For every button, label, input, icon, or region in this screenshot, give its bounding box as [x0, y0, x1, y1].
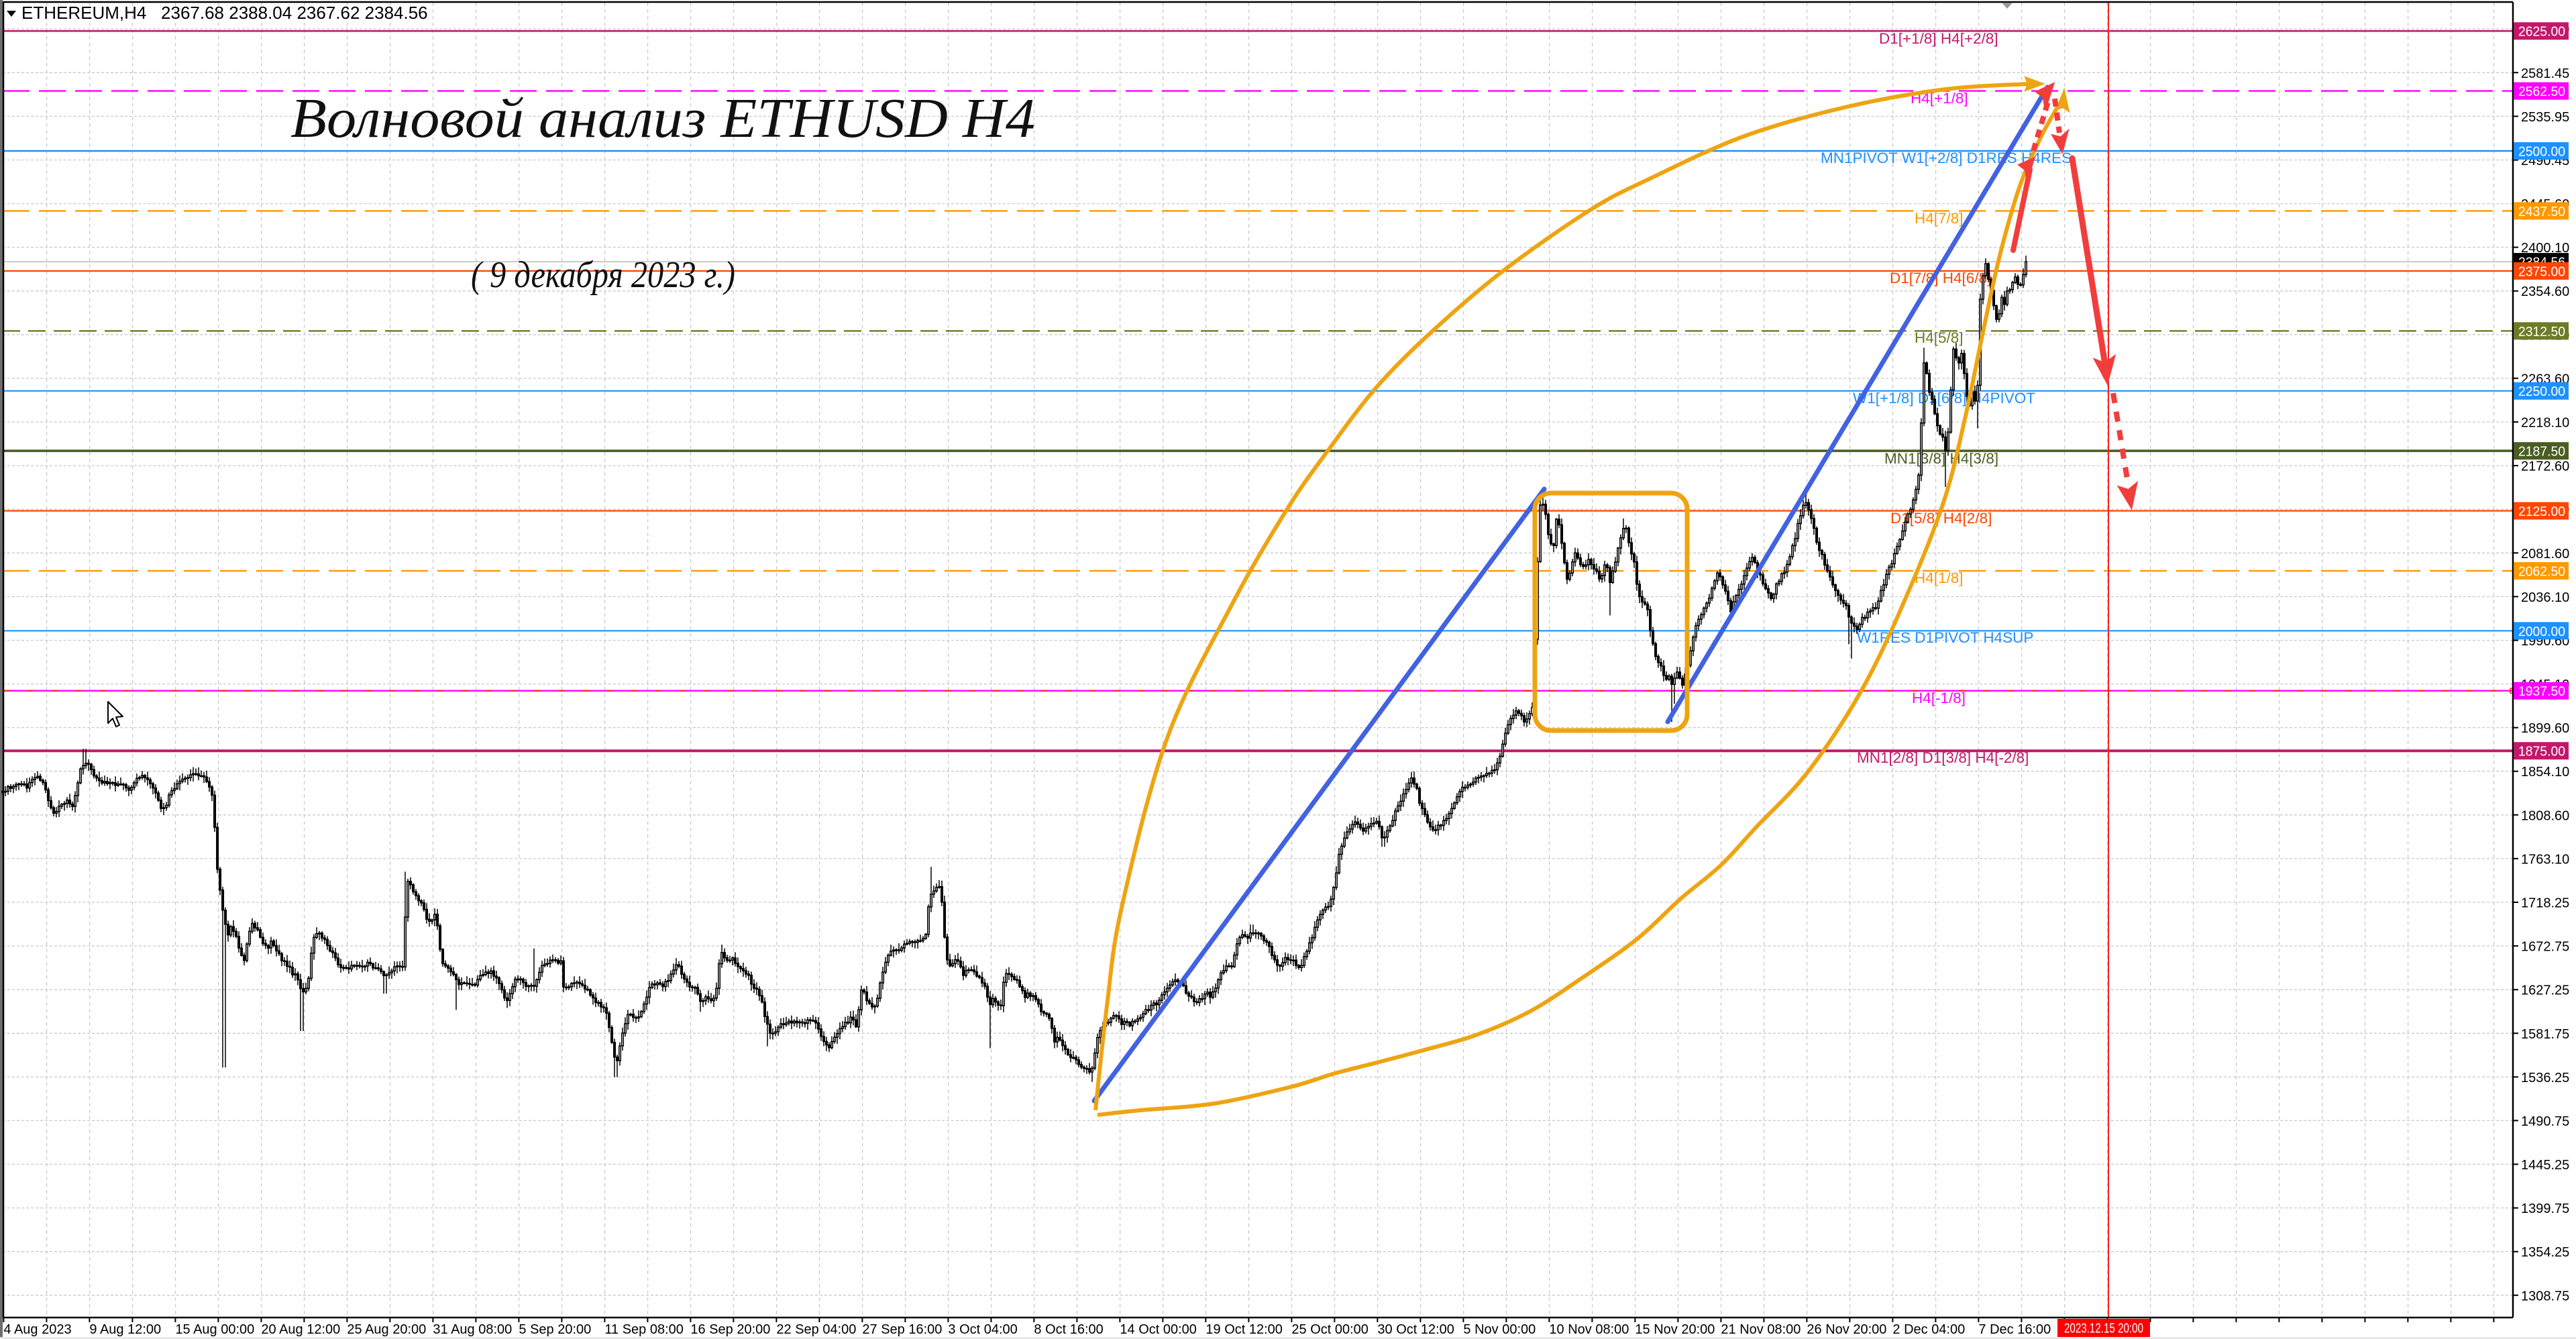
svg-text:1308.75: 1308.75 [2521, 1289, 2569, 1303]
svg-text:7 Dec 16:00: 7 Dec 16:00 [1978, 1322, 2051, 1337]
svg-text:2535.95: 2535.95 [2521, 110, 2569, 125]
svg-text:1490.75: 1490.75 [2521, 1114, 2569, 1129]
svg-text:D1[+1/8] H4[+2/8]: D1[+1/8] H4[+2/8] [1879, 30, 1998, 47]
svg-text:2400.10: 2400.10 [2521, 241, 2569, 256]
svg-text:D1[7/8] H4[6/8]: D1[7/8] H4[6/8] [1890, 270, 1991, 286]
svg-text:2187.50: 2187.50 [2518, 445, 2565, 460]
svg-text:H4[-1/8]: H4[-1/8] [1912, 690, 1966, 706]
svg-text:2375.00: 2375.00 [2518, 264, 2565, 279]
svg-text:MN1[3/8] H4[3/8]: MN1[3/8] H4[3/8] [1884, 450, 1998, 467]
svg-text:22 Sep 04:00: 22 Sep 04:00 [776, 1322, 856, 1337]
svg-text:15 Aug 00:00: 15 Aug 00:00 [175, 1322, 254, 1337]
svg-text:2581.45: 2581.45 [2521, 66, 2569, 81]
svg-text:21 Nov 08:00: 21 Nov 08:00 [1721, 1322, 1801, 1337]
svg-text:2000.00: 2000.00 [2518, 625, 2565, 639]
svg-text:9 Aug 12:00: 9 Aug 12:00 [89, 1322, 161, 1337]
svg-text:1672.75: 1672.75 [2521, 940, 2569, 955]
svg-text:2081.60: 2081.60 [2521, 547, 2569, 561]
svg-text:H4[1/8]: H4[1/8] [1915, 570, 1964, 586]
svg-text:10 Nov 08:00: 10 Nov 08:00 [1549, 1322, 1629, 1337]
svg-text:2062.50: 2062.50 [2518, 564, 2565, 579]
svg-text:2250.00: 2250.00 [2518, 384, 2565, 399]
svg-text:20 Aug 12:00: 20 Aug 12:00 [261, 1322, 340, 1337]
svg-text:H4[5/8]: H4[5/8] [1915, 329, 1964, 346]
svg-text:2437.50: 2437.50 [2518, 205, 2565, 219]
svg-text:2354.60: 2354.60 [2521, 284, 2569, 299]
svg-text:Волновой анализ ETHUSD H4: Волновой анализ ETHUSD H4 [290, 87, 1035, 150]
svg-text:1399.75: 1399.75 [2521, 1201, 2569, 1216]
svg-text:( 9 декабря 2023 г.): ( 9 декабря 2023 г.) [471, 254, 735, 296]
svg-text:1808.60: 1808.60 [2521, 808, 2569, 823]
svg-text:14 Oct 00:00: 14 Oct 00:00 [1120, 1322, 1197, 1337]
svg-text:2625.00: 2625.00 [2518, 25, 2565, 40]
svg-text:2023.12.15 20:00: 2023.12.15 20:00 [2064, 1322, 2143, 1336]
svg-text:1875.00: 1875.00 [2518, 745, 2565, 759]
svg-text:1581.75: 1581.75 [2521, 1027, 2569, 1042]
svg-text:25 Aug 20:00: 25 Aug 20:00 [347, 1322, 426, 1337]
svg-text:2218.10: 2218.10 [2521, 416, 2569, 431]
svg-text:31 Aug 08:00: 31 Aug 08:00 [433, 1322, 512, 1337]
svg-text:11 Sep 08:00: 11 Sep 08:00 [604, 1322, 684, 1337]
svg-text:MN1[2/8] D1[3/8] H4[-2/8]: MN1[2/8] D1[3/8] H4[-2/8] [1857, 749, 2029, 766]
svg-text:5 Nov 00:00: 5 Nov 00:00 [1463, 1322, 1536, 1337]
svg-text:1536.25: 1536.25 [2521, 1071, 2569, 1085]
svg-text:27 Sep 16:00: 27 Sep 16:00 [862, 1322, 942, 1337]
svg-text:26 Nov 20:00: 26 Nov 20:00 [1807, 1322, 1886, 1337]
svg-text:W1[+1/8] D1[6/8] H4PIVOT: W1[+1/8] D1[6/8] H4PIVOT [1853, 390, 2035, 407]
svg-text:1937.50: 1937.50 [2518, 684, 2565, 699]
svg-text:19 Oct 12:00: 19 Oct 12:00 [1205, 1322, 1283, 1337]
svg-text:2036.10: 2036.10 [2521, 590, 2569, 605]
svg-text:H4[7/8]: H4[7/8] [1915, 210, 1964, 227]
svg-text:2562.50: 2562.50 [2518, 85, 2565, 99]
svg-text:2125.00: 2125.00 [2518, 504, 2565, 519]
svg-text:8 Oct 16:00: 8 Oct 16:00 [1034, 1322, 1103, 1337]
svg-text:2312.50: 2312.50 [2518, 325, 2565, 339]
svg-text:5 Sep 20:00: 5 Sep 20:00 [519, 1322, 591, 1337]
svg-text:25 Oct 00:00: 25 Oct 00:00 [1291, 1322, 1368, 1337]
svg-text:1445.25: 1445.25 [2521, 1158, 2569, 1173]
svg-text:30 Oct 12:00: 30 Oct 12:00 [1377, 1322, 1454, 1337]
svg-text:1763.10: 1763.10 [2521, 852, 2569, 867]
svg-text:15 Nov 20:00: 15 Nov 20:00 [1635, 1322, 1715, 1337]
svg-text:1718.25: 1718.25 [2521, 896, 2569, 911]
svg-text:1627.25: 1627.25 [2521, 983, 2569, 998]
svg-text:2500.00: 2500.00 [2518, 145, 2565, 160]
svg-text:1899.60: 1899.60 [2521, 721, 2569, 736]
svg-text:3 Oct 04:00: 3 Oct 04:00 [948, 1322, 1017, 1337]
svg-text:16 Sep 20:00: 16 Sep 20:00 [690, 1322, 770, 1337]
svg-text:4 Aug 2023: 4 Aug 2023 [3, 1322, 71, 1337]
svg-text:1854.10: 1854.10 [2521, 765, 2569, 780]
svg-text:1354.25: 1354.25 [2521, 1245, 2569, 1260]
svg-text:ETHEREUM,H4 2367.68 2388.04: ETHEREUM,H4 2367.68 2388.04 2367.62 2384… [21, 3, 428, 23]
svg-text:2 Dec 04:00: 2 Dec 04:00 [1892, 1322, 1965, 1337]
svg-text:2172.60: 2172.60 [2521, 460, 2569, 474]
